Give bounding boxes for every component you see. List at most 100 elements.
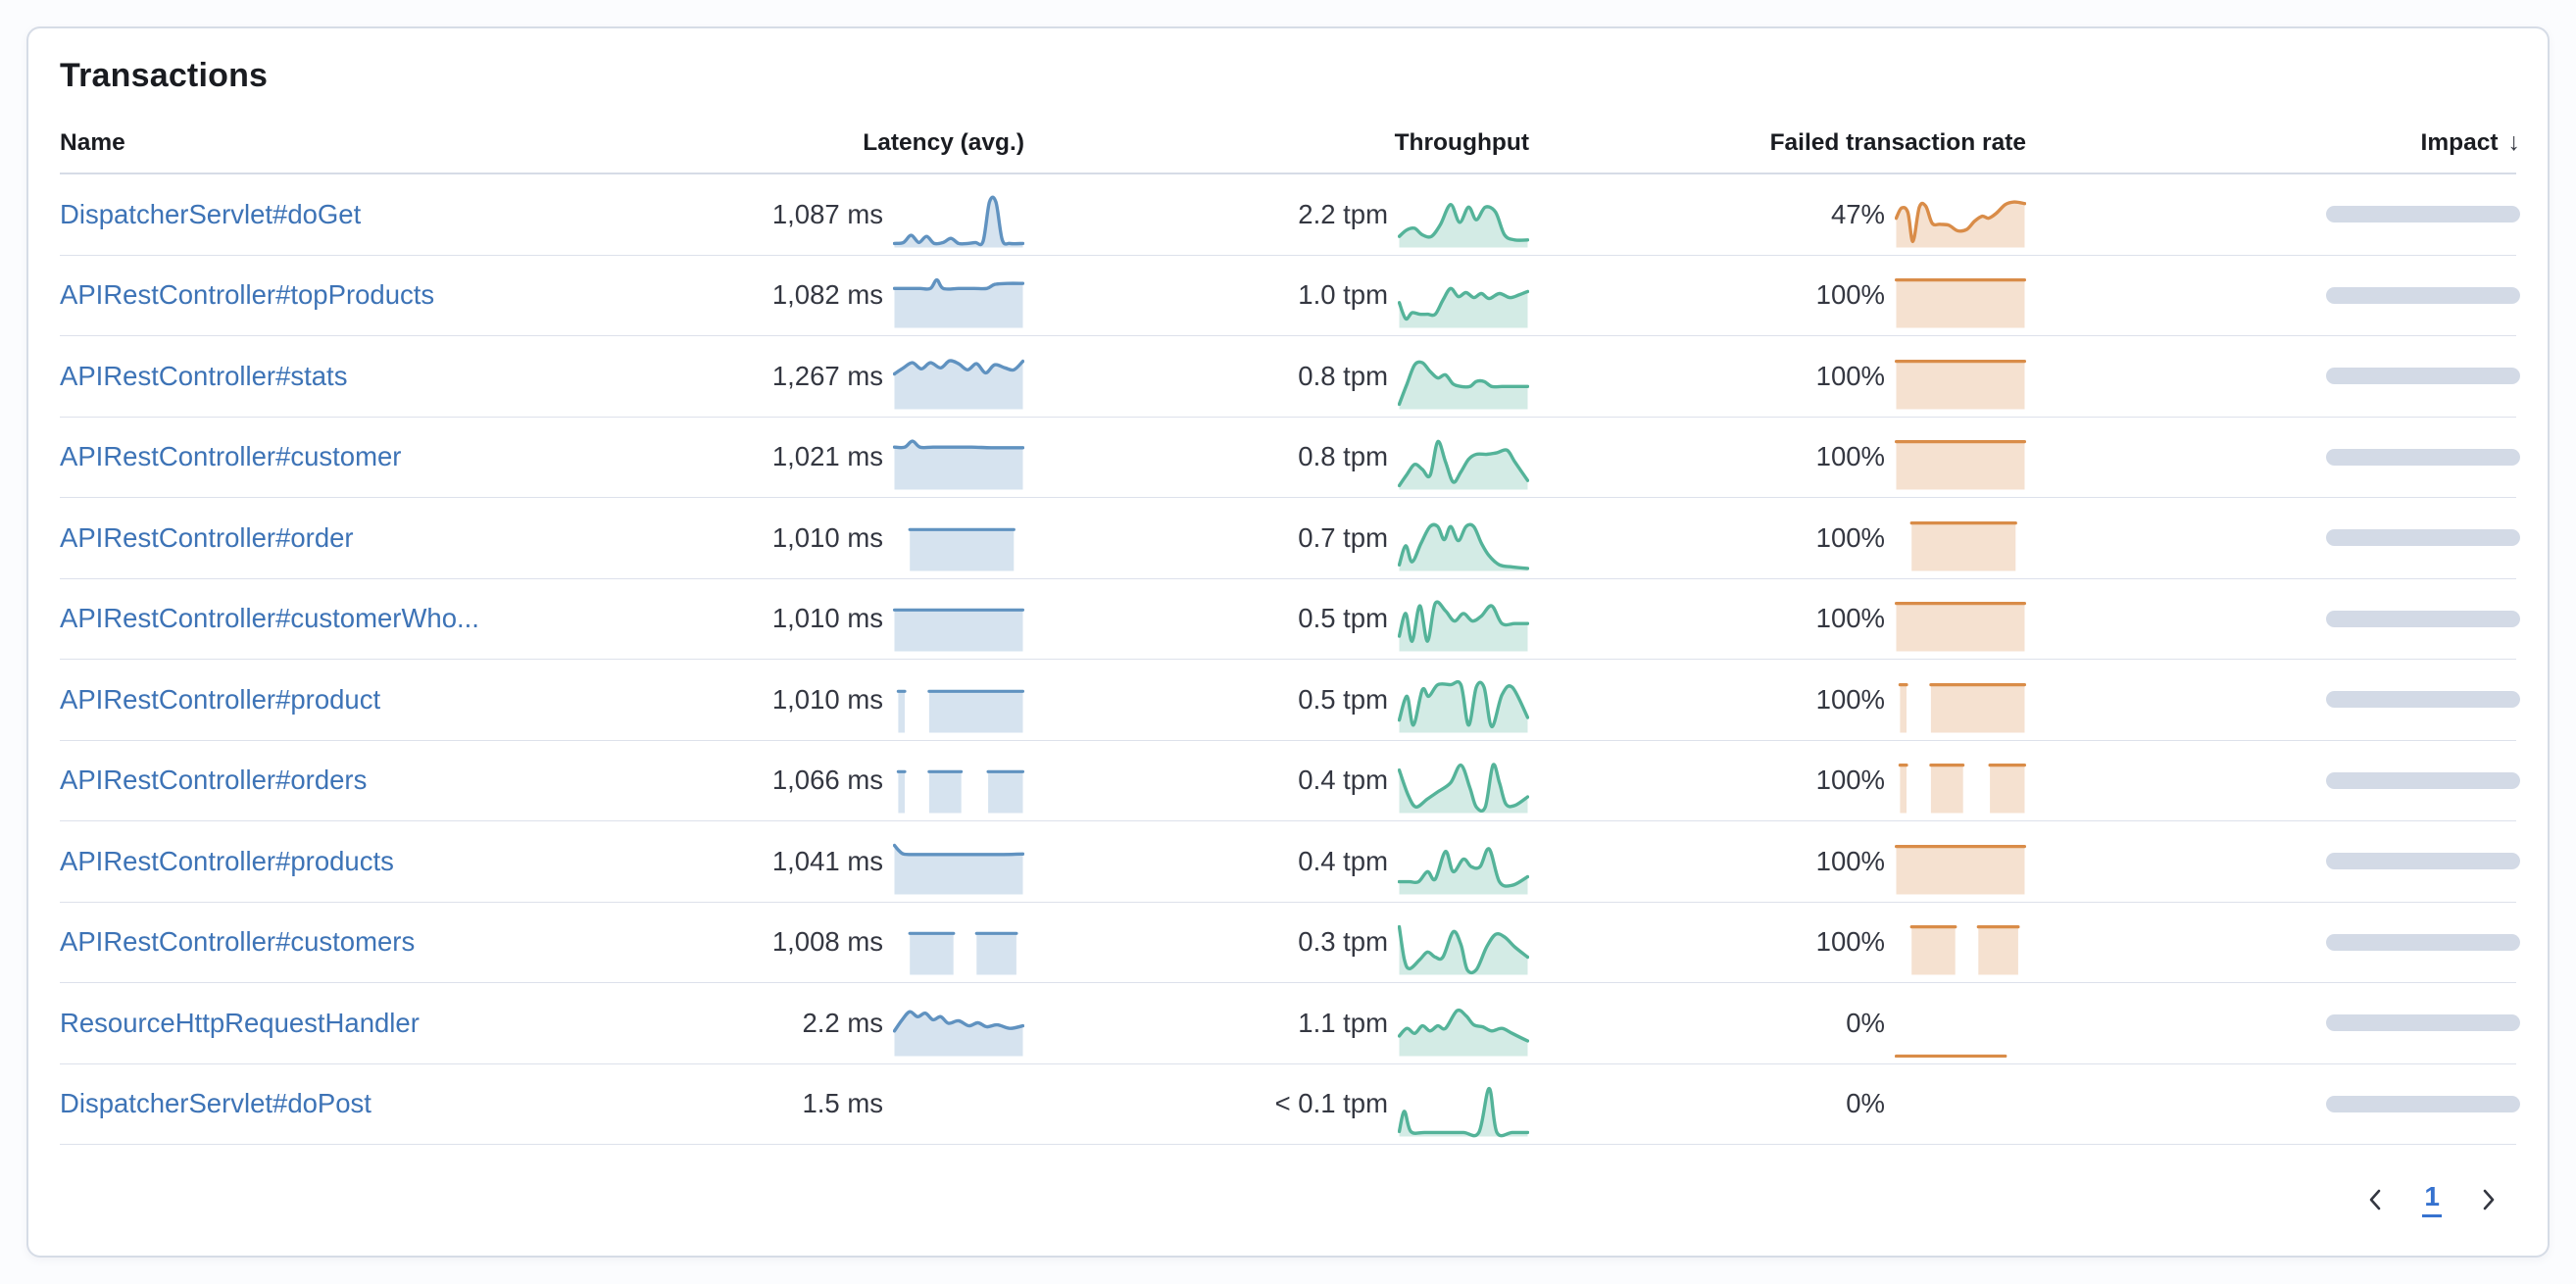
column-header-latency[interactable]: Latency (avg.) <box>863 129 1024 156</box>
throughput-value: 0.5 tpm <box>1298 603 1388 634</box>
column-header-throughput[interactable]: Throughput <box>1394 129 1529 156</box>
page-number-current[interactable]: 1 <box>2422 1181 2442 1217</box>
table-row: APIRestController#topProducts 1,082 ms 1.0… <box>60 256 2520 336</box>
transaction-link[interactable]: APIRestController#customer <box>60 441 402 472</box>
chevron-right-icon <box>2483 1189 2495 1210</box>
column-header-failed-rate[interactable]: Failed transaction rate <box>1769 129 2026 156</box>
impact-bar <box>2326 529 2520 547</box>
throughput-sparkline <box>1398 921 1529 976</box>
transaction-link[interactable]: DispatcherServlet#doGet <box>60 198 362 229</box>
impact-bar <box>2326 691 2520 709</box>
impact-bar <box>2326 1014 2520 1032</box>
failed-rate-value: 100% <box>1815 441 1885 472</box>
impact-bar <box>2326 853 2520 870</box>
throughput-value: 0.4 tpm <box>1298 765 1388 796</box>
table-row: APIRestController#product 1,010 ms 0.5 tpm… <box>60 660 2520 741</box>
impact-bar <box>2326 286 2520 304</box>
failed-rate-value: 100% <box>1815 845 1885 876</box>
latency-sparkline <box>893 841 1024 896</box>
throughput-sparkline <box>1398 194 1529 249</box>
throughput-value: < 0.1 tpm <box>1274 1088 1388 1119</box>
throughput-sparkline <box>1398 1003 1529 1058</box>
latency-sparkline <box>893 760 1024 815</box>
failed-rate-sparkline <box>1895 436 2026 491</box>
failed-rate-value: 100% <box>1815 765 1885 796</box>
transaction-link[interactable]: APIRestController#stats <box>60 360 348 391</box>
transaction-link[interactable]: APIRestController#order <box>60 521 354 553</box>
failed-rate-sparkline <box>1895 1003 2026 1058</box>
table-body: DispatcherServlet#doGet 1,087 ms 2.2 tpm 47… <box>60 174 2520 1145</box>
failed-rate-sparkline <box>1895 841 2026 896</box>
throughput-sparkline <box>1398 518 1529 572</box>
transaction-link[interactable]: DispatcherServlet#doPost <box>60 1088 372 1119</box>
table-row: APIRestController#orders 1,066 ms 0.4 tpm 1… <box>60 741 2520 821</box>
table-row: APIRestController#customer 1,021 ms 0.8 tp… <box>60 418 2520 498</box>
table-row: DispatcherServlet#doPost 1.5 ms < 0.1 tpm 0… <box>60 1064 2520 1145</box>
impact-bar <box>2326 206 2520 223</box>
transaction-link[interactable]: APIRestController#product <box>60 683 381 715</box>
latency-value: 1,267 ms <box>771 360 883 391</box>
pagination: 1 <box>60 1145 2516 1255</box>
failed-rate-sparkline <box>1895 679 2026 734</box>
failed-rate-sparkline <box>1895 1083 2026 1138</box>
next-page-button[interactable] <box>2473 1185 2502 1214</box>
throughput-value: 2.2 tpm <box>1298 198 1388 229</box>
latency-sparkline <box>893 356 1024 411</box>
transaction-link[interactable]: APIRestController#topProducts <box>60 279 435 311</box>
throughput-sparkline <box>1398 841 1529 896</box>
table-row: APIRestController#products 1,041 ms 0.4 tp… <box>60 821 2520 903</box>
latency-value: 1,010 ms <box>771 521 883 553</box>
transaction-link[interactable]: APIRestController#customerWho... <box>60 603 479 634</box>
failed-rate-value: 100% <box>1815 360 1885 391</box>
latency-value: 1,010 ms <box>771 603 883 634</box>
throughput-sparkline <box>1398 356 1529 411</box>
card-title: Transactions <box>60 57 269 94</box>
transaction-link[interactable]: APIRestController#orders <box>60 765 368 796</box>
transaction-link[interactable]: APIRestController#customers <box>60 926 416 958</box>
transaction-link[interactable]: APIRestController#products <box>60 845 394 876</box>
table-row: APIRestController#customerWho... 1,010 ms… <box>60 579 2520 660</box>
table-row: APIRestController#customers 1,008 ms 0.3 t… <box>60 903 2520 983</box>
throughput-sparkline <box>1398 1083 1529 1138</box>
chevron-left-icon <box>2370 1189 2381 1210</box>
throughput-value: 0.7 tpm <box>1298 521 1388 553</box>
failed-rate-sparkline <box>1895 760 2026 815</box>
previous-page-button[interactable] <box>2361 1185 2391 1214</box>
latency-sparkline <box>893 194 1024 249</box>
throughput-value: 0.5 tpm <box>1298 683 1388 715</box>
throughput-value: 0.8 tpm <box>1298 441 1388 472</box>
failed-rate-value: 0% <box>1846 1007 1885 1038</box>
failed-rate-sparkline <box>1895 921 2026 976</box>
failed-rate-value: 0% <box>1846 1088 1885 1119</box>
failed-rate-sparkline <box>1895 356 2026 411</box>
throughput-value: 0.4 tpm <box>1298 845 1388 876</box>
impact-bar <box>2326 610 2520 627</box>
table-row: ResourceHttpRequestHandler 2.2 ms 1.1 tpm 0… <box>60 983 2520 1064</box>
throughput-sparkline <box>1398 436 1529 491</box>
latency-value: 1.5 ms <box>802 1088 883 1119</box>
column-header-impact[interactable]: Impact ↓ <box>2026 128 2520 157</box>
failed-rate-value: 47% <box>1830 198 1885 229</box>
column-header-impact-label: Impact <box>2420 129 2499 156</box>
latency-value: 1,041 ms <box>771 845 883 876</box>
failed-rate-sparkline <box>1895 194 2026 249</box>
failed-rate-sparkline <box>1895 518 2026 572</box>
latency-sparkline <box>893 1003 1024 1058</box>
latency-sparkline <box>893 1083 1024 1138</box>
failed-rate-value: 100% <box>1815 683 1885 715</box>
throughput-sparkline <box>1398 760 1529 815</box>
table-row: APIRestController#stats 1,267 ms 0.8 tpm 10… <box>60 336 2520 418</box>
throughput-value: 0.8 tpm <box>1298 360 1388 391</box>
latency-value: 1,008 ms <box>771 926 883 958</box>
failed-rate-value: 100% <box>1815 926 1885 958</box>
impact-bar <box>2326 448 2520 466</box>
throughput-value: 0.3 tpm <box>1298 926 1388 958</box>
transaction-link[interactable]: ResourceHttpRequestHandler <box>60 1007 420 1038</box>
failed-rate-value: 100% <box>1815 603 1885 634</box>
latency-value: 1,087 ms <box>771 198 883 229</box>
throughput-sparkline <box>1398 679 1529 734</box>
latency-sparkline <box>893 921 1024 976</box>
latency-value: 2.2 ms <box>802 1007 883 1038</box>
impact-bar <box>2326 368 2520 385</box>
